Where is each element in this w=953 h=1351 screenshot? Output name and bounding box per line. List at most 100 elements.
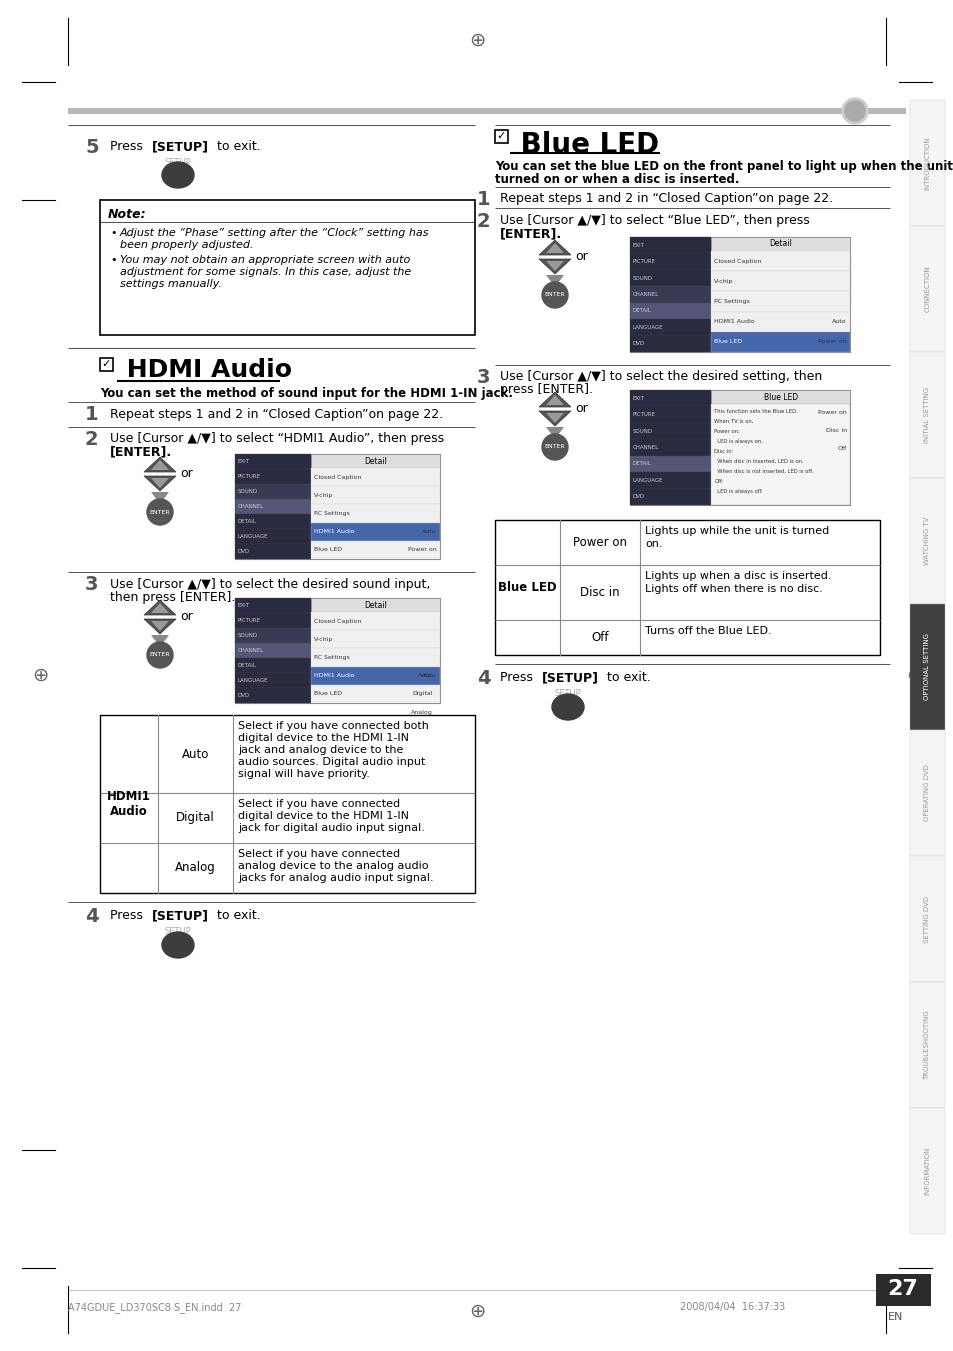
Text: V-chip: V-chip: [714, 278, 733, 284]
Text: Press: Press: [110, 909, 147, 921]
Text: OPTIONAL SETTING: OPTIONAL SETTING: [923, 634, 929, 701]
Text: DVD: DVD: [237, 693, 250, 698]
Text: Analog: Analog: [175, 862, 215, 874]
Text: CHANNEL: CHANNEL: [633, 292, 659, 297]
Bar: [68, 108, 905, 113]
Text: ✓: ✓: [497, 131, 506, 142]
Polygon shape: [538, 259, 571, 274]
Text: INTRODUCTION: INTRODUCTION: [923, 136, 929, 189]
Bar: [875, 1274, 930, 1306]
Polygon shape: [545, 394, 563, 405]
Bar: [629, 390, 711, 407]
Text: Detail: Detail: [364, 457, 387, 466]
Bar: [629, 455, 711, 471]
Bar: [495, 130, 507, 143]
Text: 3: 3: [85, 576, 98, 594]
Circle shape: [844, 101, 864, 122]
Text: Auto: Auto: [182, 747, 209, 761]
Polygon shape: [545, 276, 563, 286]
Polygon shape: [538, 411, 571, 426]
Bar: [711, 272, 849, 292]
Text: Disc in: Disc in: [825, 428, 846, 434]
Bar: [311, 612, 439, 630]
Bar: [711, 312, 849, 332]
Text: PC Settings: PC Settings: [714, 299, 749, 304]
Text: Power on: Power on: [408, 547, 436, 553]
Ellipse shape: [147, 642, 172, 667]
Text: to exit.: to exit.: [213, 141, 260, 153]
Text: PC Settings: PC Settings: [314, 511, 349, 516]
Text: Off: Off: [837, 446, 846, 451]
Bar: [234, 454, 311, 469]
Text: ENTER: ENTER: [150, 653, 171, 658]
Text: 27: 27: [886, 1279, 918, 1300]
Bar: [234, 544, 311, 559]
Ellipse shape: [162, 162, 193, 188]
Polygon shape: [545, 413, 563, 423]
Text: PICTURE: PICTURE: [633, 412, 656, 417]
Bar: [909, 1108, 944, 1233]
Text: EXIT: EXIT: [237, 459, 250, 463]
Text: Lights off when there is no disc.: Lights off when there is no disc.: [644, 584, 822, 594]
Text: analog device to the analog audio: analog device to the analog audio: [237, 861, 428, 871]
Text: CHANNEL: CHANNEL: [237, 504, 264, 509]
Text: INITIAL SETTING: INITIAL SETTING: [923, 386, 929, 443]
Bar: [629, 471, 711, 489]
Bar: [629, 407, 711, 423]
Text: TROUBLESHOOTING: TROUBLESHOOTING: [923, 1011, 929, 1079]
Bar: [909, 478, 944, 604]
Text: SETUP: SETUP: [555, 689, 581, 698]
Text: 1: 1: [476, 190, 490, 209]
Ellipse shape: [162, 932, 193, 958]
Text: Select if you have connected both: Select if you have connected both: [237, 721, 429, 731]
Bar: [909, 982, 944, 1108]
Text: ⊕: ⊕: [31, 666, 49, 685]
Bar: [311, 486, 439, 504]
Bar: [234, 628, 311, 643]
Text: Power on: Power on: [818, 339, 846, 345]
Circle shape: [841, 99, 867, 124]
Text: You can set the blue LED on the front panel to light up when the unit is: You can set the blue LED on the front pa…: [495, 159, 953, 173]
Bar: [495, 520, 879, 655]
Text: digital device to the HDMI 1-IN: digital device to the HDMI 1-IN: [237, 811, 409, 821]
Polygon shape: [144, 457, 175, 471]
Polygon shape: [538, 392, 571, 407]
Text: HDMI1 Audio: HDMI1 Audio: [314, 673, 355, 678]
Text: 5: 5: [85, 138, 98, 157]
Bar: [711, 292, 849, 312]
Text: Closed Caption: Closed Caption: [314, 619, 361, 624]
Ellipse shape: [552, 694, 583, 720]
Bar: [234, 513, 311, 530]
Text: SOUND: SOUND: [633, 428, 653, 434]
Text: Blue LED: Blue LED: [314, 547, 341, 553]
Bar: [311, 504, 439, 523]
Text: LANGUAGE: LANGUAGE: [237, 534, 268, 539]
Text: LANGUAGE: LANGUAGE: [633, 324, 662, 330]
Text: Power on:: Power on:: [714, 430, 740, 434]
Text: Blue LED: Blue LED: [497, 581, 557, 594]
Text: HDMI1 Audio: HDMI1 Audio: [314, 530, 355, 534]
Text: LED is always on.: LED is always on.: [714, 439, 762, 444]
Polygon shape: [151, 459, 169, 470]
Bar: [234, 673, 311, 688]
Text: Auto: Auto: [422, 530, 436, 534]
Text: [ENTER].: [ENTER].: [110, 444, 172, 458]
Text: CHANNEL: CHANNEL: [237, 648, 264, 653]
Polygon shape: [545, 427, 563, 439]
Polygon shape: [151, 635, 169, 647]
Text: to exit.: to exit.: [602, 671, 650, 684]
Text: EXIT: EXIT: [237, 603, 250, 608]
Text: Power on: Power on: [573, 536, 626, 549]
Text: ENTER: ENTER: [150, 509, 171, 515]
Bar: [909, 730, 944, 857]
Ellipse shape: [147, 499, 172, 526]
Text: PICTURE: PICTURE: [237, 617, 261, 623]
Bar: [629, 286, 711, 303]
Text: or: or: [180, 611, 193, 623]
Text: HDMI Audio: HDMI Audio: [118, 358, 292, 382]
Text: Adjust the “Phase” setting after the “Clock” setting has: Adjust the “Phase” setting after the “Cl…: [120, 228, 429, 238]
Text: press [ENTER].: press [ENTER].: [499, 382, 593, 396]
Text: Note:: Note:: [108, 208, 147, 222]
Ellipse shape: [541, 434, 567, 459]
Bar: [909, 100, 944, 226]
